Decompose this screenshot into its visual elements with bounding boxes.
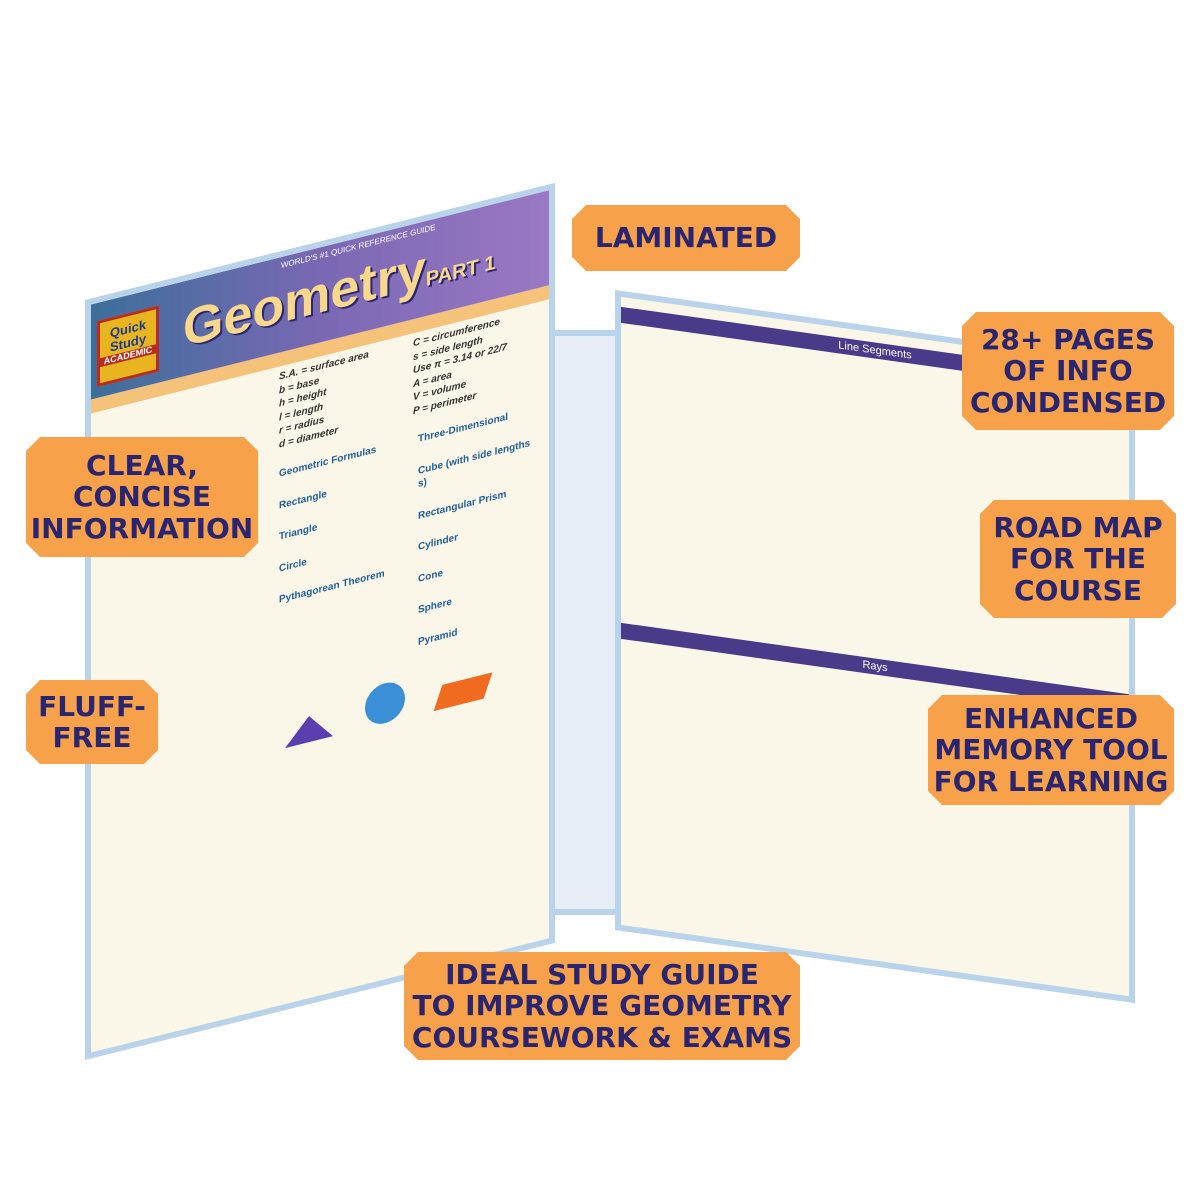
badge-text: IDEAL STUDY GUIDE	[445, 957, 759, 991]
quickstudy-logo: Quick Study ACADEMIC	[97, 305, 159, 388]
badge-roadmap: ROAD MAP FOR THE COURSE	[980, 500, 1176, 618]
badge-text: 28+ PAGES	[980, 322, 1156, 356]
badge-text: ENHANCED	[963, 701, 1138, 735]
badge-text: COURSE	[1014, 573, 1142, 607]
badge-text: CONDENSED	[969, 385, 1167, 419]
badge-laminated: LAMINATED	[572, 205, 800, 271]
badge-text: FREE	[52, 721, 132, 754]
badge-text: ROAD MAP	[993, 510, 1163, 544]
badge-text: FOR LEARNING	[933, 764, 1169, 798]
badge-text: CONCISE	[72, 480, 212, 514]
badge-memory: ENHANCED MEMORY TOOL FOR LEARNING	[928, 695, 1174, 805]
column-left: Geometric Formulas Rectangle Triangle Circl…	[271, 423, 410, 708]
badge-text: FOR THE	[1010, 542, 1146, 576]
badge-text: CLEAR,	[86, 448, 198, 482]
guide-front-panel: Quick Study ACADEMIC WORLD'S #1 QUICK RE…	[85, 182, 555, 1060]
circle-shape	[365, 678, 406, 729]
badge-text: MEMORY TOOL	[934, 733, 1168, 767]
parallelogram-shape	[433, 672, 493, 712]
badge-clear: CLEAR, CONCISE INFORMATION	[26, 437, 258, 557]
badge-text: FLUFF-	[38, 689, 146, 723]
badge-text: LAMINATED	[594, 221, 778, 255]
badge-ideal: IDEAL STUDY GUIDE TO IMPROVE GEOMETRY COUR…	[404, 952, 800, 1060]
badge-text: INFORMATION	[30, 511, 254, 545]
badge-fluff-free: FLUFF- FREE	[26, 680, 158, 764]
badge-pages: 28+ PAGES OF INFO CONDENSED	[962, 312, 1174, 430]
badge-text: COURSEWORK & EXAMS	[411, 1020, 793, 1054]
triangle-shape	[285, 710, 333, 749]
badge-text: OF INFO	[1003, 354, 1133, 388]
title-part: PART 1	[425, 251, 496, 292]
badge-text: TO IMPROVE GEOMETRY	[412, 989, 792, 1023]
column-middle: Three-Dimensional Cube (with side lengths…	[410, 388, 549, 673]
